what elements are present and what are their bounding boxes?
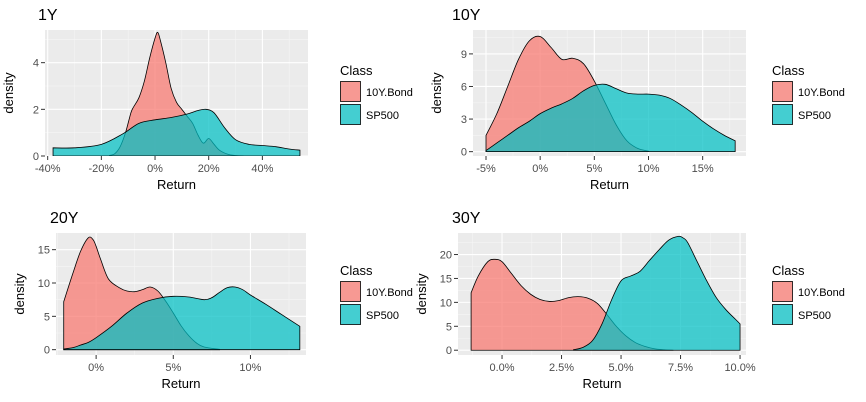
x-axis-title: Return (582, 376, 621, 391)
y-axis-title: density (1, 72, 16, 114)
legend-label: 10Y.Bond (366, 87, 413, 99)
legend: Class 10Y.Bond SP500 (340, 63, 413, 125)
y-tick-label: 4 (33, 58, 39, 70)
chart-20y-panel: 20Y 0% 5% 10% 0 5 10 15 Return density Class 10Y.Bo… (12, 210, 413, 391)
legend-key-10y-bond (340, 81, 361, 102)
chart-title: 30Y (452, 210, 481, 227)
y-tick-label: 15 (440, 273, 452, 285)
y-tick-label: 2 (33, 104, 39, 116)
chart-1y-panel: 1Y -40% -20% 0% 20% 40% 0 2 4 Return density Class 1… (1, 7, 413, 192)
y-axis-title: density (12, 273, 27, 315)
y-tick-label: 10 (38, 278, 50, 290)
x-tick-label: 20% (198, 163, 220, 175)
x-tick-label: 7.5% (668, 362, 693, 374)
y-tick-label: 6 (461, 81, 467, 93)
x-tick-label: 5% (165, 362, 181, 374)
y-tick-label: 20 (440, 250, 452, 262)
density-area-sp500 (63, 286, 301, 351)
x-axis-title: Return (157, 177, 196, 192)
chart-title: 1Y (38, 7, 58, 24)
chart-10y-panel: 10Y -5% 0% 5% 10% 15% 0 3 6 9 Return density Class 10… (429, 7, 845, 192)
legend-label: 10Y.Bond (366, 287, 413, 299)
y-tick-label: 5 (44, 311, 50, 323)
x-tick-label: 0.0% (489, 362, 514, 374)
x-tick-label: -20% (89, 163, 115, 175)
y-tick-label: 5 (446, 321, 452, 333)
chart-title: 20Y (50, 210, 79, 227)
legend-key-sp500 (340, 104, 361, 125)
x-tick-label: 2.5% (549, 362, 574, 374)
legend: Class 10Y.Bond SP500 (772, 63, 845, 125)
legend-key-sp500 (772, 104, 793, 125)
x-tick-label: 5% (586, 163, 602, 175)
x-axis-title: Return (161, 376, 200, 391)
x-tick-label: 0% (88, 362, 104, 374)
x-tick-label: 10% (239, 362, 261, 374)
legend: Class 10Y.Bond SP500 (340, 263, 413, 325)
density-area-sp500 (52, 108, 301, 156)
density-areas (470, 235, 741, 351)
x-tick-label: -5% (476, 163, 496, 175)
legend-label: SP500 (366, 110, 399, 122)
density-areas (63, 236, 301, 351)
legend-title: Class (340, 263, 373, 278)
density-areas (485, 35, 736, 153)
y-axis-title: density (414, 273, 429, 315)
density-area-sp500 (485, 83, 736, 153)
y-tick-label: 0 (44, 345, 50, 357)
legend-title: Class (340, 63, 373, 78)
legend-label: 10Y.Bond (798, 287, 845, 299)
legend-key-sp500 (772, 304, 793, 325)
x-tick-label: -40% (35, 163, 61, 175)
x-tick-label: 0% (147, 163, 163, 175)
y-tick-label: 15 (38, 245, 50, 257)
x-tick-label: 5.0% (609, 362, 634, 374)
legend-title: Class (772, 263, 805, 278)
legend-label: SP500 (798, 110, 831, 122)
legend-label: SP500 (366, 310, 399, 322)
y-tick-label: 3 (461, 114, 467, 126)
legend-label: SP500 (798, 310, 831, 322)
y-tick-label: 10 (440, 297, 452, 309)
y-tick-label: 0 (446, 345, 452, 357)
chart-30y-panel: 30Y 0.0% 2.5% 5.0% 7.5% 10.0% 0 5 10 15 20 Return de… (414, 210, 845, 391)
x-tick-label: 10% (637, 163, 659, 175)
x-tick-label: 10.0% (724, 362, 755, 374)
density-area-sp500 (573, 235, 741, 351)
legend-key-10y-bond (340, 281, 361, 302)
y-tick-label: 9 (461, 49, 467, 61)
legend-key-10y-bond (772, 281, 793, 302)
x-axis-title: Return (590, 177, 629, 192)
density-areas (52, 31, 301, 156)
legend-key-sp500 (340, 304, 361, 325)
legend-key-10y-bond (772, 81, 793, 102)
y-tick-label: 0 (461, 147, 467, 159)
x-tick-label: 40% (251, 163, 273, 175)
y-axis-title: density (429, 72, 444, 114)
y-tick-label: 0 (33, 151, 39, 163)
x-tick-label: 15% (692, 163, 714, 175)
chart-title: 10Y (452, 7, 481, 24)
legend-label: 10Y.Bond (798, 87, 845, 99)
legend: Class 10Y.Bond SP500 (772, 263, 845, 325)
legend-title: Class (772, 63, 805, 78)
x-tick-label: 0% (532, 163, 548, 175)
charts-root: 1Y-40% -20% 0% 20% 40%024ReturndensityClass1… (1, 7, 845, 391)
